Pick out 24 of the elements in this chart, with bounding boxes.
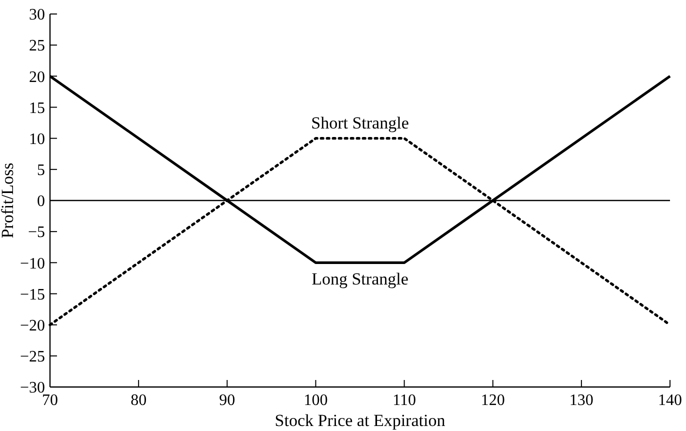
y-axis-title: Profit/Loss bbox=[0, 162, 17, 238]
y-tick-label: 0 bbox=[37, 193, 45, 210]
x-tick-label: 80 bbox=[130, 392, 147, 409]
y-tick-label: −25 bbox=[20, 348, 45, 366]
y-tick-label: 15 bbox=[29, 100, 45, 117]
x-tick-label: 110 bbox=[392, 392, 416, 409]
x-tick-label: 140 bbox=[658, 392, 682, 409]
y-tick-label: 30 bbox=[29, 6, 45, 24]
x-tick-label: 130 bbox=[569, 392, 594, 409]
y-tick-label: −20 bbox=[20, 317, 45, 334]
y-tick-label: 10 bbox=[29, 130, 45, 148]
y-tick-label: −5 bbox=[28, 224, 45, 242]
y-tick-label: 5 bbox=[37, 162, 45, 180]
series-label: Short Strangle bbox=[311, 113, 409, 132]
x-tick-label: 120 bbox=[480, 392, 505, 409]
y-tick-label: 25 bbox=[29, 38, 45, 55]
series-label: Long Strangle bbox=[312, 270, 408, 289]
y-tick-label: −15 bbox=[20, 286, 45, 304]
x-tick-label: 90 bbox=[219, 392, 236, 409]
x-tick-label: 100 bbox=[304, 392, 328, 409]
y-tick-label: −10 bbox=[20, 255, 45, 272]
y-tick-label: 20 bbox=[29, 68, 45, 86]
x-axis-title: Stock Price at Expiration bbox=[274, 411, 446, 430]
x-tick-label: 70 bbox=[42, 392, 58, 409]
